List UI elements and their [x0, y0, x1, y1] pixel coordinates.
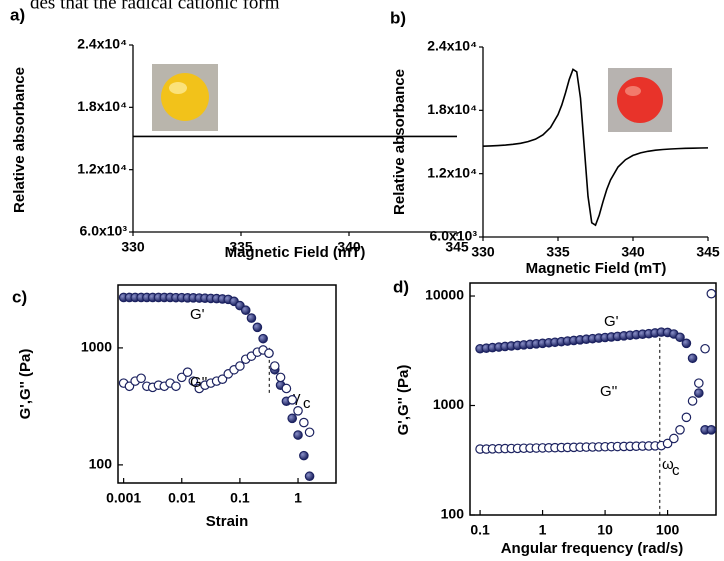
red-sphere: [617, 77, 663, 123]
y-tick-label: 1.2x10⁴: [77, 160, 127, 176]
data-point: [304, 471, 315, 482]
y-tick-label: 1000: [433, 396, 464, 412]
x-tick-label: 340: [337, 239, 361, 255]
data-point: [246, 313, 257, 323]
data-point: [700, 343, 710, 354]
photo-yellow: [152, 64, 218, 131]
data-point: [235, 361, 245, 371]
data-point: [675, 332, 685, 343]
x-axis-title: Magnetic Field (mT): [526, 260, 667, 277]
y-axis-title: Relative absorbance: [11, 67, 28, 213]
plot-frame: [469, 282, 717, 516]
data-point: [176, 372, 187, 383]
panel-label: b): [390, 8, 406, 27]
y-axis-title: Relative absorbance: [391, 69, 408, 215]
x-axis-title: Strain: [206, 513, 249, 530]
data-point: [681, 412, 692, 423]
x-tick-label: 10: [597, 522, 613, 538]
x-axis-title: Angular frequency (rad/s): [501, 540, 684, 557]
y-tick-label: 10000: [425, 287, 464, 303]
y-axis-title: G',G'' (Pa): [395, 365, 412, 436]
data-point: [299, 450, 309, 461]
critical-label: γ: [293, 389, 301, 406]
x-tick-label: 0.1: [470, 522, 490, 538]
y-tick-label: 6.0x10³: [430, 228, 478, 244]
yellow-sphere: [161, 73, 209, 121]
data-point: [706, 425, 717, 435]
y-tick-label: 2.4x10⁴: [77, 36, 127, 52]
panel-label: d): [393, 277, 409, 296]
data-line: [482, 68, 709, 227]
data-point: [275, 372, 286, 383]
x-tick-label: 100: [656, 522, 680, 538]
y-axis-title: G',G'' (Pa): [17, 349, 34, 420]
data-point: [171, 381, 181, 392]
data-point: [299, 417, 309, 428]
y-tick-label: 6.0x10³: [80, 223, 128, 239]
data-point: [269, 361, 280, 371]
x-tick-label: 1: [294, 490, 302, 506]
data-point: [264, 348, 274, 359]
data-point: [182, 367, 193, 377]
x-tick-label: 345: [696, 244, 720, 260]
y-tick-label: 2.4x10⁴: [427, 38, 477, 54]
data-point: [681, 338, 692, 349]
data-point: [136, 373, 146, 384]
data-point: [287, 395, 298, 405]
photo-red: [608, 68, 672, 132]
x-axis-title: Magnetic Field (mT): [225, 244, 366, 261]
data-point: [217, 374, 228, 385]
data-point: [188, 376, 199, 386]
x-tick-label: 330: [471, 244, 495, 260]
x-tick-label: 0.1: [230, 490, 250, 506]
critical-label: ω: [662, 456, 674, 473]
highlight: [169, 82, 187, 94]
x-tick-label: 1: [539, 522, 547, 538]
panel-label: a): [10, 5, 25, 24]
data-point: [304, 427, 315, 438]
data-point: [240, 305, 251, 316]
data-point: [694, 388, 704, 398]
critical-subscript: c: [303, 395, 311, 412]
x-tick-label: 335: [229, 239, 253, 255]
data-point: [258, 333, 268, 344]
data-point: [281, 383, 292, 394]
data-point: [687, 396, 698, 406]
y-tick-label: 100: [441, 506, 465, 522]
series-annotation: G'': [600, 383, 618, 400]
y-tick-label: 100: [89, 456, 113, 472]
x-tick-label: 335: [546, 244, 570, 260]
x-tick-label: 0.001: [106, 490, 141, 506]
critical-subscript: c: [672, 462, 680, 479]
y-tick-label: 1000: [81, 339, 112, 355]
highlight: [625, 86, 641, 96]
data-point: [293, 405, 303, 416]
x-tick-label: 0.01: [168, 490, 195, 506]
x-tick-label: 330: [121, 239, 145, 255]
text-fragment: des that the radical cationic form: [30, 0, 280, 13]
data-point: [293, 430, 303, 440]
y-tick-label: 1.8x10⁴: [77, 98, 127, 114]
data-point: [252, 322, 263, 333]
data-point: [675, 425, 685, 435]
series-annotation: G': [190, 306, 205, 323]
data-point: [287, 413, 298, 424]
panel-label: c): [12, 287, 27, 306]
data-point: [669, 433, 679, 444]
series-annotation: G': [604, 313, 619, 330]
x-tick-label: 340: [621, 244, 645, 260]
x-tick-label: 345: [445, 239, 469, 255]
data-point: [694, 378, 704, 388]
plot-frame: [117, 284, 337, 484]
y-tick-label: 1.2x10⁴: [427, 164, 477, 180]
data-point: [662, 438, 673, 449]
data-point: [687, 353, 698, 364]
data-point: [706, 288, 717, 299]
series-annotation: G'': [190, 374, 208, 391]
y-tick-label: 1.8x10⁴: [427, 101, 477, 117]
